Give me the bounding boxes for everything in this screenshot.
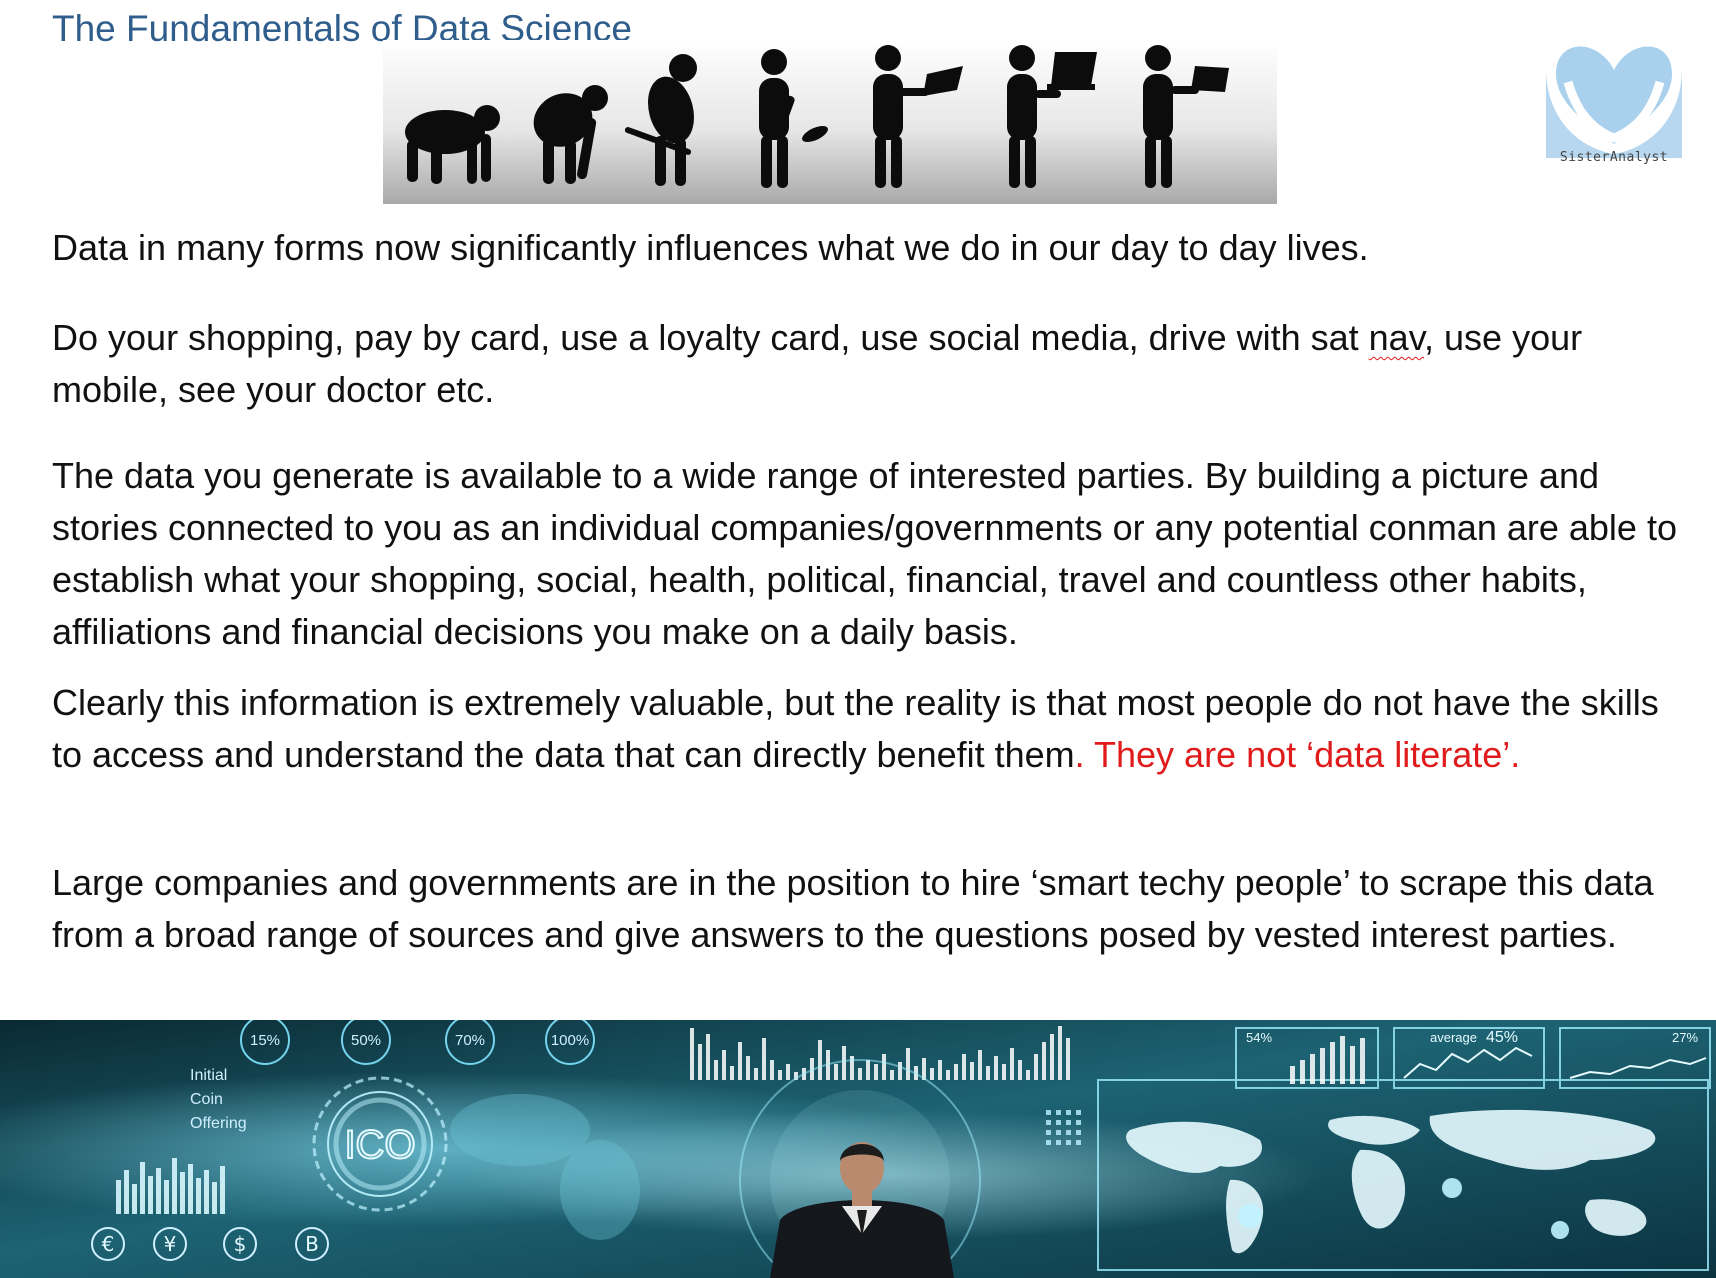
paragraph-4: Clearly this information is extremely va… [52, 677, 1692, 781]
banner-side-text: Offering [190, 1115, 247, 1132]
paragraph-3: The data you generate is available to a … [52, 450, 1692, 658]
ico-badge: ICO [344, 1123, 415, 1167]
percent-label: 15% [250, 1032, 280, 1049]
paragraph-5: Large companies and governments are in t… [52, 857, 1692, 961]
percent-label: 70% [455, 1032, 485, 1049]
paragraph-2: Do your shopping, pay by card, use a loy… [52, 312, 1692, 416]
currency-symbol: ¥ [164, 1232, 177, 1256]
paragraph-4-highlight: . They are not ‘data literate’. [1075, 734, 1521, 775]
currency-symbol: B [305, 1232, 319, 1256]
currency-symbol: $ [234, 1232, 247, 1256]
banner-side-text: Initial [190, 1067, 227, 1084]
logo-text: SisterAnalyst [1538, 150, 1690, 165]
banner-side-text: Coin [190, 1091, 223, 1108]
stat-value: 45% [1486, 1029, 1518, 1046]
stat-value: 54% [1246, 1030, 1272, 1045]
spellcheck-flagged-word: nav [1369, 317, 1424, 358]
evolution-image [383, 40, 1277, 204]
paragraph-2-part-1: Do your shopping, pay by card, use a loy… [52, 317, 1369, 358]
stat-value: 27% [1672, 1030, 1698, 1045]
paragraph-1: Data in many forms now significantly inf… [52, 222, 1692, 274]
currency-symbol: € [102, 1232, 115, 1256]
data-dashboard-banner: 15% 50% 70% 100% Initial Coin Offering I… [0, 1020, 1716, 1278]
percent-label: 50% [351, 1032, 381, 1049]
stat-label: average [1430, 1030, 1477, 1045]
percent-label: 100% [551, 1032, 589, 1049]
